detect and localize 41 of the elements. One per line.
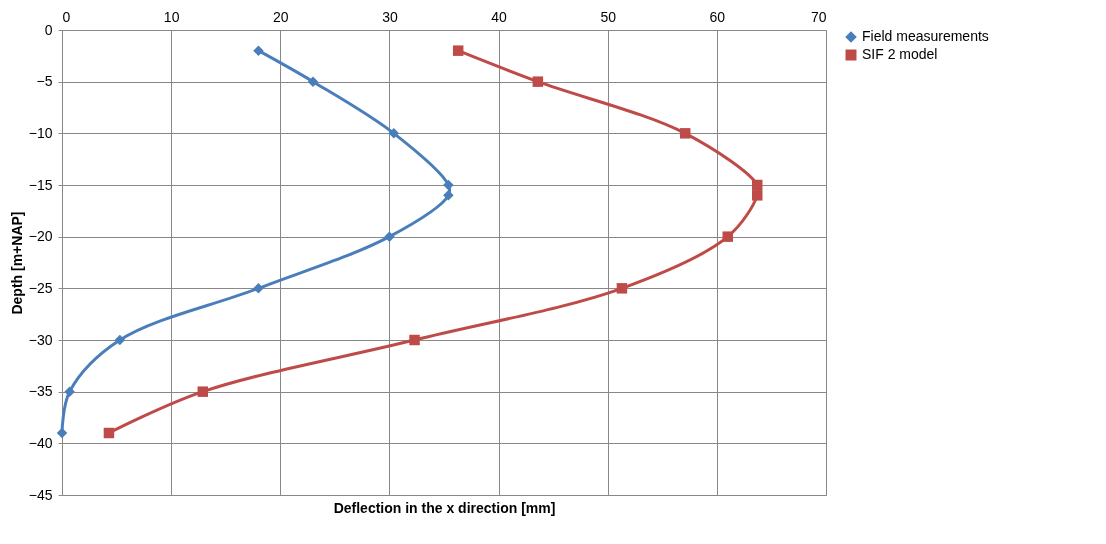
point: [64, 386, 75, 397]
point: [307, 76, 319, 87]
point: [409, 334, 420, 346]
y-axis-title: Depth [m+NAP]: [8, 211, 25, 315]
x-tick-label: 10: [163, 8, 180, 25]
point: [197, 386, 209, 397]
point: [679, 128, 691, 139]
point: [452, 45, 464, 56]
y-tick-label: −35: [28, 383, 53, 400]
x-tick-label: 30: [382, 8, 398, 25]
point: [722, 231, 734, 242]
x-tick-label: 0: [62, 8, 71, 25]
point: [532, 76, 544, 87]
point: [388, 128, 400, 139]
x-tick-label: 60: [709, 8, 726, 25]
y-tick-label: −45: [28, 486, 53, 503]
point: [752, 190, 763, 201]
point: [384, 231, 395, 242]
point: [253, 45, 264, 56]
x-tick-label: 50: [600, 8, 617, 25]
y-tick-label: −40: [28, 434, 53, 451]
point: [103, 427, 115, 439]
legend-label: SIF 2 model: [862, 46, 938, 62]
legend-label: Field measurements: [862, 28, 989, 44]
x-tick-label: 20: [273, 8, 289, 25]
y-tick-label: −20: [28, 228, 53, 245]
y-tick-label: −10: [28, 124, 53, 141]
y-tick-label: −25: [28, 279, 53, 296]
point: [443, 190, 454, 201]
point: [443, 179, 454, 191]
point: [752, 179, 763, 191]
x-tick-label: 70: [810, 8, 827, 25]
point: [253, 283, 264, 294]
point: [616, 283, 628, 294]
x-axis-title: Deflection in the x direction [mm]: [333, 499, 556, 516]
y-tick-label: −15: [28, 176, 53, 193]
x-tick-label: 40: [491, 8, 508, 25]
y-tick-label: −30: [28, 331, 53, 348]
point: [114, 334, 126, 346]
y-tick-label: 0: [44, 21, 53, 38]
y-tick-label: −5: [36, 73, 53, 90]
